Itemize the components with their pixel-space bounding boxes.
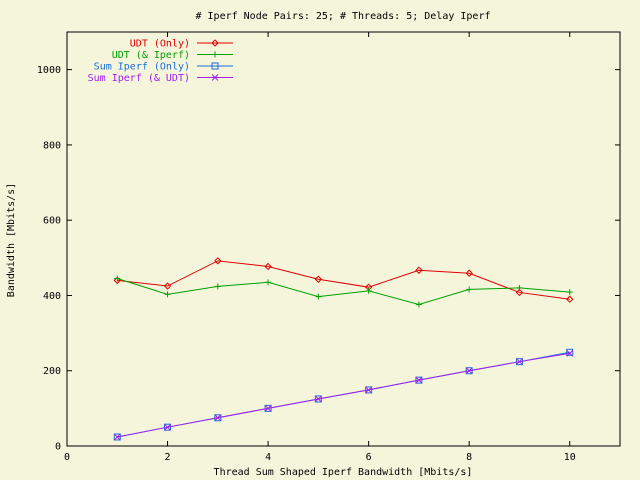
y-tick-label: 400 bbox=[43, 291, 61, 302]
y-tick-label: 200 bbox=[43, 366, 61, 377]
data-point bbox=[214, 414, 222, 422]
data-point bbox=[365, 386, 373, 394]
x-tick-label: 8 bbox=[466, 452, 472, 463]
data-point bbox=[164, 291, 171, 298]
series-line bbox=[117, 278, 570, 306]
x-tick-label: 0 bbox=[64, 452, 70, 463]
data-point bbox=[516, 358, 523, 366]
data-point bbox=[516, 284, 523, 291]
data-point bbox=[114, 275, 121, 282]
data-point bbox=[415, 376, 423, 384]
data-point bbox=[515, 288, 524, 297]
data-point bbox=[566, 295, 574, 303]
legend-item: UDT (& Iperf) bbox=[112, 50, 233, 61]
data-point bbox=[465, 367, 473, 375]
x-tick-label: 6 bbox=[366, 452, 372, 463]
legend-label: UDT (& Iperf) bbox=[112, 50, 190, 61]
data-point bbox=[315, 395, 322, 403]
data-point bbox=[164, 423, 171, 431]
data-point bbox=[214, 414, 222, 422]
legend-marker bbox=[211, 62, 219, 70]
series-2 bbox=[114, 275, 573, 308]
data-point bbox=[113, 433, 121, 441]
chart-title: # Iperf Node Pairs: 25; # Threads: 5; De… bbox=[195, 11, 490, 22]
legend-label: Sum Iperf (& UDT) bbox=[88, 73, 190, 84]
legend-item: UDT (Only) bbox=[130, 39, 233, 50]
data-point bbox=[264, 405, 272, 412]
legend: UDT (Only)UDT (& Iperf)Sum Iperf (Only)S… bbox=[88, 39, 233, 84]
legend-label: Sum Iperf (Only) bbox=[94, 62, 190, 73]
axis-ticks: 0 2 4 6 8 10 0 200 400 600 800 1000 bbox=[37, 32, 620, 463]
y-tick-label: 0 bbox=[55, 442, 61, 453]
data-point bbox=[164, 423, 172, 431]
data-point bbox=[314, 275, 323, 283]
data-point bbox=[465, 269, 473, 277]
data-point bbox=[466, 286, 473, 293]
y-tick-label: 1000 bbox=[37, 65, 61, 76]
data-point bbox=[566, 350, 574, 357]
legend-marker bbox=[211, 39, 219, 47]
data-point bbox=[265, 279, 272, 286]
legend-marker bbox=[211, 74, 219, 81]
data-point bbox=[465, 367, 473, 375]
series-line bbox=[117, 260, 570, 300]
legend-marker bbox=[212, 51, 218, 58]
data-point bbox=[415, 301, 422, 308]
y-tick-label: 600 bbox=[43, 216, 61, 227]
plot-frame bbox=[66, 31, 621, 447]
legend-item: Sum Iperf (& UDT) bbox=[88, 73, 233, 84]
x-tick-label: 4 bbox=[265, 452, 271, 463]
data-point bbox=[315, 293, 322, 300]
data-point bbox=[365, 287, 372, 294]
legend-label: UDT (Only) bbox=[130, 39, 190, 50]
series-4 bbox=[113, 350, 574, 441]
legend-item: Sum Iperf (Only) bbox=[94, 62, 233, 73]
data-point bbox=[264, 262, 272, 271]
series-line bbox=[117, 352, 570, 438]
x-tick-label: 10 bbox=[564, 452, 576, 463]
data-point bbox=[113, 433, 121, 441]
data-point bbox=[214, 283, 221, 290]
data-point bbox=[314, 395, 322, 403]
series-1 bbox=[113, 257, 574, 303]
x-tick-label: 2 bbox=[165, 452, 171, 463]
y-tick-label: 800 bbox=[43, 140, 61, 151]
data-point bbox=[415, 376, 423, 384]
data-point bbox=[163, 282, 172, 290]
series-layer bbox=[113, 257, 574, 441]
data-point bbox=[566, 289, 573, 296]
data-point bbox=[566, 348, 574, 356]
data-point bbox=[365, 386, 372, 394]
data-point bbox=[264, 404, 272, 412]
y-axis-label: Bandwidth [Mbits/s] bbox=[6, 183, 17, 297]
x-axis-label: Thread Sum Shaped Iperf Bandwidth [Mbits… bbox=[214, 467, 473, 478]
data-point bbox=[415, 266, 423, 274]
data-point bbox=[214, 257, 222, 265]
